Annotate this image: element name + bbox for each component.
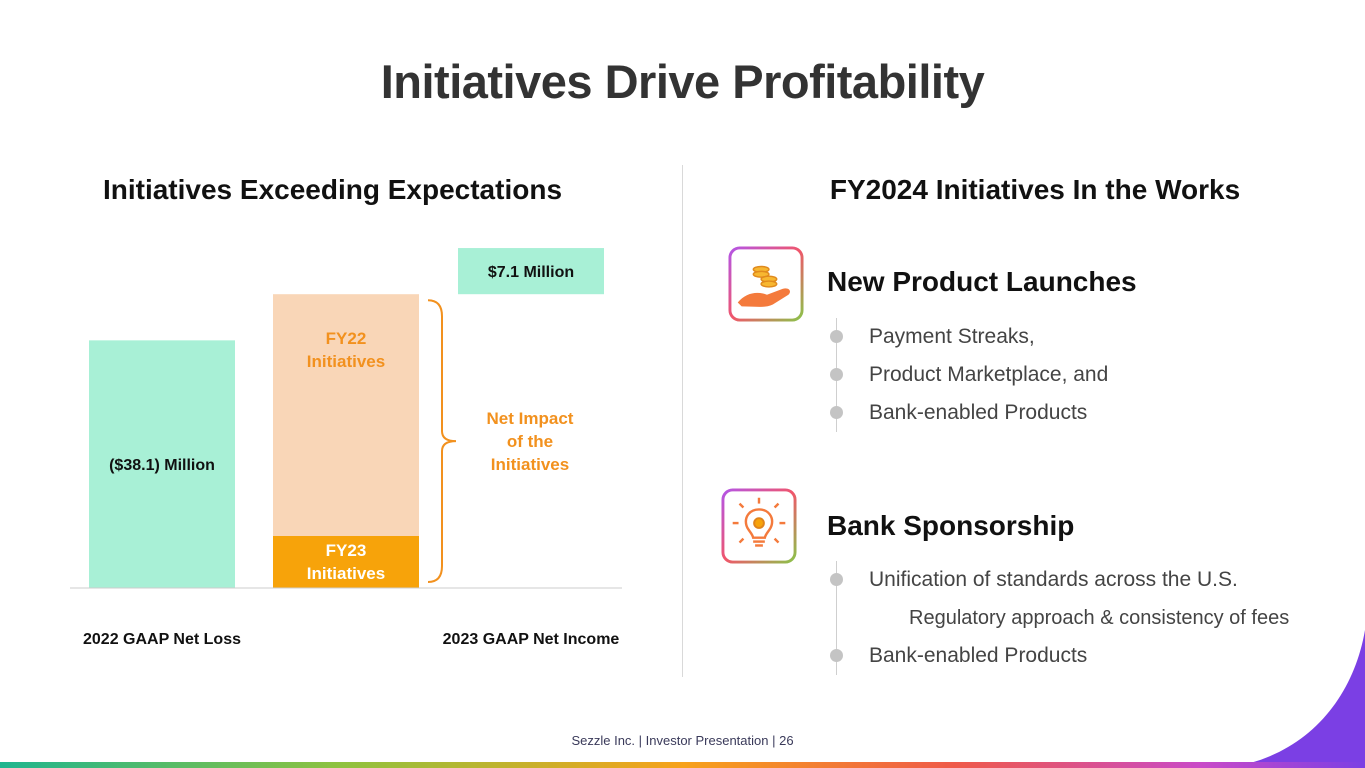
decorative-swoosh xyxy=(1225,630,1365,768)
x-label-2022: 2022 GAAP Net Loss xyxy=(83,631,241,648)
bar-2023-net-income xyxy=(458,248,604,295)
list-item: Bank-enabled Products xyxy=(830,394,1108,432)
bar-fy23-initiatives xyxy=(273,536,419,588)
list-item: Bank-enabled Products xyxy=(830,637,1289,675)
initiatives-heading: FY2024 Initiatives In the Works xyxy=(829,174,1241,205)
bullet-text: Bank-enabled Products xyxy=(869,644,1088,667)
bullet-dot xyxy=(830,406,843,419)
page-title: Initiatives Drive Profitability xyxy=(380,55,985,108)
annotation-line-2: of the xyxy=(507,432,553,451)
hand-coins-icon xyxy=(728,246,804,322)
list-item: Product Marketplace, and xyxy=(830,356,1109,394)
bullet-text: Payment Streaks, xyxy=(869,325,1035,348)
bullet-dot xyxy=(830,649,843,662)
bullet-text: Product Marketplace, and xyxy=(869,363,1109,386)
bank-sponsorship-title: Bank Sponsorship xyxy=(827,510,1075,541)
list-item: Regulatory approach & consistency of fee… xyxy=(837,599,1289,637)
new-product-launches-title: New Product Launches xyxy=(827,266,1137,297)
footer: Sezzle Inc. | Investor Presentation | 26 xyxy=(571,733,794,748)
annotation-line-3: Initiatives xyxy=(491,455,569,474)
bullet-text: Regulatory approach & consistency of fee… xyxy=(909,607,1290,629)
chart-heading: Initiatives Exceeding Expectations xyxy=(102,174,563,205)
bar-label-fy22-line1: FY22 xyxy=(326,329,367,348)
bullet-text: Unification of standards across the U.S. xyxy=(869,568,1238,591)
list-item: Unification of standards across the U.S. xyxy=(830,561,1289,599)
bar-label-fy23-line1: FY23 xyxy=(326,541,367,560)
bullet-text: Bank-enabled Products xyxy=(869,401,1088,424)
x-label-2023: 2023 GAAP Net Income xyxy=(443,631,620,648)
bar-fy22-initiatives xyxy=(273,294,419,536)
bar-label-2023-net-income: $7.1 Million xyxy=(488,264,574,281)
waterfall-chart: ($38.1) Million FY23 Initiatives FY22 Initia… xyxy=(70,248,622,648)
bullet-dot xyxy=(830,573,843,586)
lightbulb-gear-icon xyxy=(721,488,797,564)
brand-gradient-bar xyxy=(0,762,1365,768)
annotation-line-1: Net Impact xyxy=(487,409,574,428)
bullet-dot xyxy=(830,330,843,343)
new-product-launches-list: Payment Streaks, Product Marketplace, an… xyxy=(830,318,1109,432)
column-divider xyxy=(682,165,683,677)
list-item: Payment Streaks, xyxy=(830,318,1108,356)
bar-label-fy23-line2: Initiatives xyxy=(307,564,385,583)
bar-label-fy22-line2: Initiatives xyxy=(307,352,385,371)
net-impact-brace xyxy=(427,299,457,583)
bar-2022-net-loss xyxy=(89,340,235,588)
bank-sponsorship-list: Unification of standards across the U.S.… xyxy=(830,561,1289,675)
bar-label-2022-net-loss: ($38.1) Million xyxy=(109,457,215,474)
bullet-dot xyxy=(830,368,843,381)
